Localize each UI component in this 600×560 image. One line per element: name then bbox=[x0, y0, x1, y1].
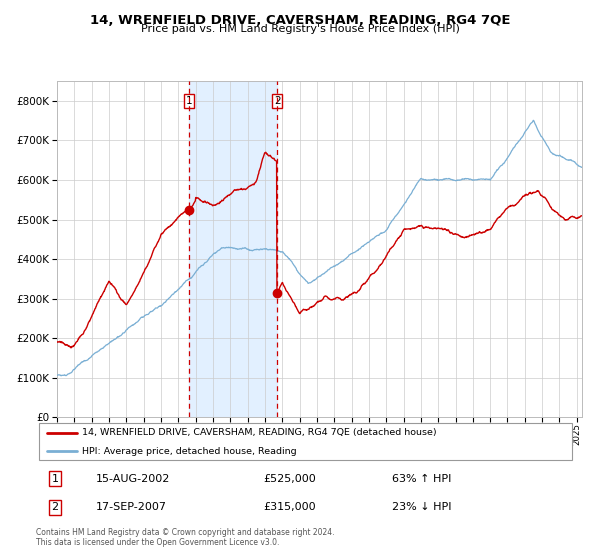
Text: 14, WRENFIELD DRIVE, CAVERSHAM, READING, RG4 7QE: 14, WRENFIELD DRIVE, CAVERSHAM, READING,… bbox=[90, 14, 510, 27]
Text: £315,000: £315,000 bbox=[263, 502, 316, 512]
Text: 63% ↑ HPI: 63% ↑ HPI bbox=[392, 474, 452, 484]
Text: 1: 1 bbox=[186, 96, 193, 106]
FancyBboxPatch shape bbox=[39, 423, 572, 460]
Text: HPI: Average price, detached house, Reading: HPI: Average price, detached house, Read… bbox=[82, 447, 296, 456]
Text: 2: 2 bbox=[52, 502, 58, 512]
Text: Contains HM Land Registry data © Crown copyright and database right 2024.
This d: Contains HM Land Registry data © Crown c… bbox=[36, 528, 335, 547]
Text: £525,000: £525,000 bbox=[263, 474, 316, 484]
Text: 14, WRENFIELD DRIVE, CAVERSHAM, READING, RG4 7QE (detached house): 14, WRENFIELD DRIVE, CAVERSHAM, READING,… bbox=[82, 428, 437, 437]
Text: 1: 1 bbox=[52, 474, 58, 484]
Text: Price paid vs. HM Land Registry's House Price Index (HPI): Price paid vs. HM Land Registry's House … bbox=[140, 24, 460, 34]
Text: 15-AUG-2002: 15-AUG-2002 bbox=[95, 474, 170, 484]
Bar bbox=[189, 81, 277, 417]
Text: 17-SEP-2007: 17-SEP-2007 bbox=[95, 502, 166, 512]
Text: 2: 2 bbox=[274, 96, 280, 106]
Text: 23% ↓ HPI: 23% ↓ HPI bbox=[392, 502, 452, 512]
